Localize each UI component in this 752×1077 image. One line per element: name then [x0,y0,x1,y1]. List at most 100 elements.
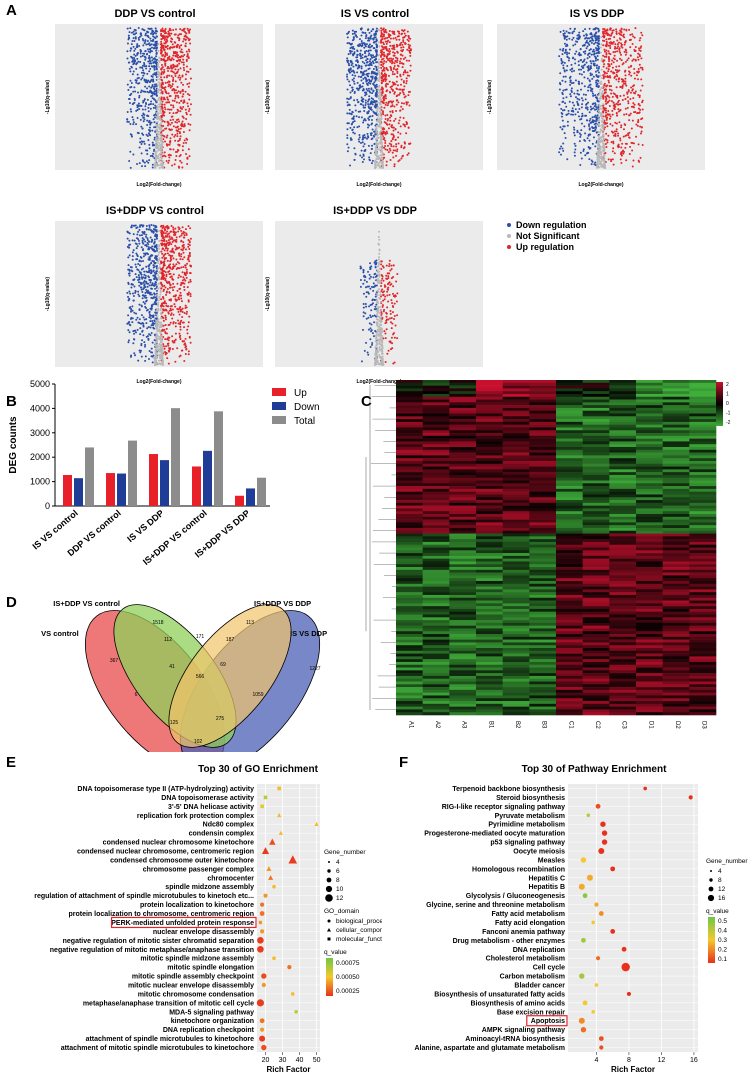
volcano-point [148,257,151,260]
volcano-point [564,136,567,139]
volcano-point-ns [377,164,380,167]
volcano-point [145,265,148,268]
volcano-point [362,31,365,34]
volcano-point [393,54,396,57]
volcano-point [140,71,143,74]
volcano-point [409,44,412,47]
volcano-point [351,128,354,131]
volcano-point [146,34,149,37]
volcano-point [631,59,634,62]
volcano-point [619,158,622,161]
volcano-point [126,111,129,114]
volcano-point [380,40,383,43]
volcano-point [633,36,636,39]
volcano-point-ns [602,128,605,131]
volcano-point [395,103,398,106]
volcano-point [136,163,139,166]
volcano-point [589,60,592,63]
volcano-point [367,37,370,40]
volcano-point-ns [597,138,600,141]
volcano-point [388,100,391,103]
volcano-point [566,51,569,54]
volcano-point [594,47,597,50]
volcano-point [182,276,185,279]
volcano-point [624,39,627,42]
volcano-point [591,142,594,145]
volcano-point [151,31,154,34]
volcano-point [564,75,567,78]
volcano-point [641,99,644,102]
volcano-point [147,282,150,285]
volcano-point [184,304,187,307]
volcano-point [399,73,402,76]
volcano-point [628,119,631,122]
volcano-point [380,35,383,38]
volcano-point [369,54,372,57]
volcano-point [131,317,134,320]
volcano-point [401,62,404,65]
volcano-point [128,67,131,70]
volcano-point-ns [602,119,605,122]
volcano-point [142,64,145,67]
volcano-point [400,157,403,160]
volcano-point-ns [600,46,603,49]
volcano-point-ns [157,76,160,79]
volcano-point [588,43,591,46]
volcano-point [587,145,590,148]
volcano-point [136,43,139,46]
volcano-point [623,70,626,73]
volcano-point [179,127,182,130]
volcano-point [151,46,154,49]
volcano-point [178,62,181,65]
volcano-point [384,133,387,136]
volcano-point-ns [602,103,605,106]
volcano-point [612,163,615,166]
volcano-point [370,162,373,165]
volcano-point [577,68,580,71]
volcano-point [354,104,357,107]
volcano-point [181,316,184,319]
volcano-point [602,39,605,42]
volcano-point [183,124,186,127]
volcano-point [595,122,598,125]
volcano-point [175,118,178,121]
volcano-point [149,334,152,337]
volcano-point [605,38,608,41]
volcano-point [382,57,385,60]
volcano-point [594,59,597,62]
volcano-point [349,164,352,167]
volcano-point-ns [158,61,161,64]
volcano-point [589,105,592,108]
volcano-point [130,224,133,227]
volcano-point [128,254,131,257]
volcano-point [175,53,178,56]
volcano-point [559,153,562,156]
volcano-point [349,52,352,55]
volcano-point [155,246,158,249]
volcano-point [144,85,147,88]
volcano-point [179,137,182,140]
volcano-point [154,30,157,33]
volcano-point [129,79,132,82]
volcano-point [596,99,599,102]
volcano-point-ns [159,138,162,141]
volcano-point [352,131,355,134]
volcano-point-ns [597,130,600,133]
volcano-point [389,110,392,113]
volcano-point [172,58,175,61]
volcano-point-ns [602,126,605,129]
volcano-point [571,67,574,70]
volcano-point [396,75,399,78]
volcano-point-ns [380,135,383,138]
volcano-point [347,122,350,125]
volcano-point [396,99,399,102]
volcano-point [368,124,371,127]
volcano-point [603,50,606,53]
volcano-point [367,68,370,71]
volcano-point [566,53,569,56]
volcano-point [375,43,378,46]
volcano-point [137,230,140,233]
volcano-point [171,46,174,49]
volcano-point [178,130,181,133]
volcano-point [637,58,640,61]
